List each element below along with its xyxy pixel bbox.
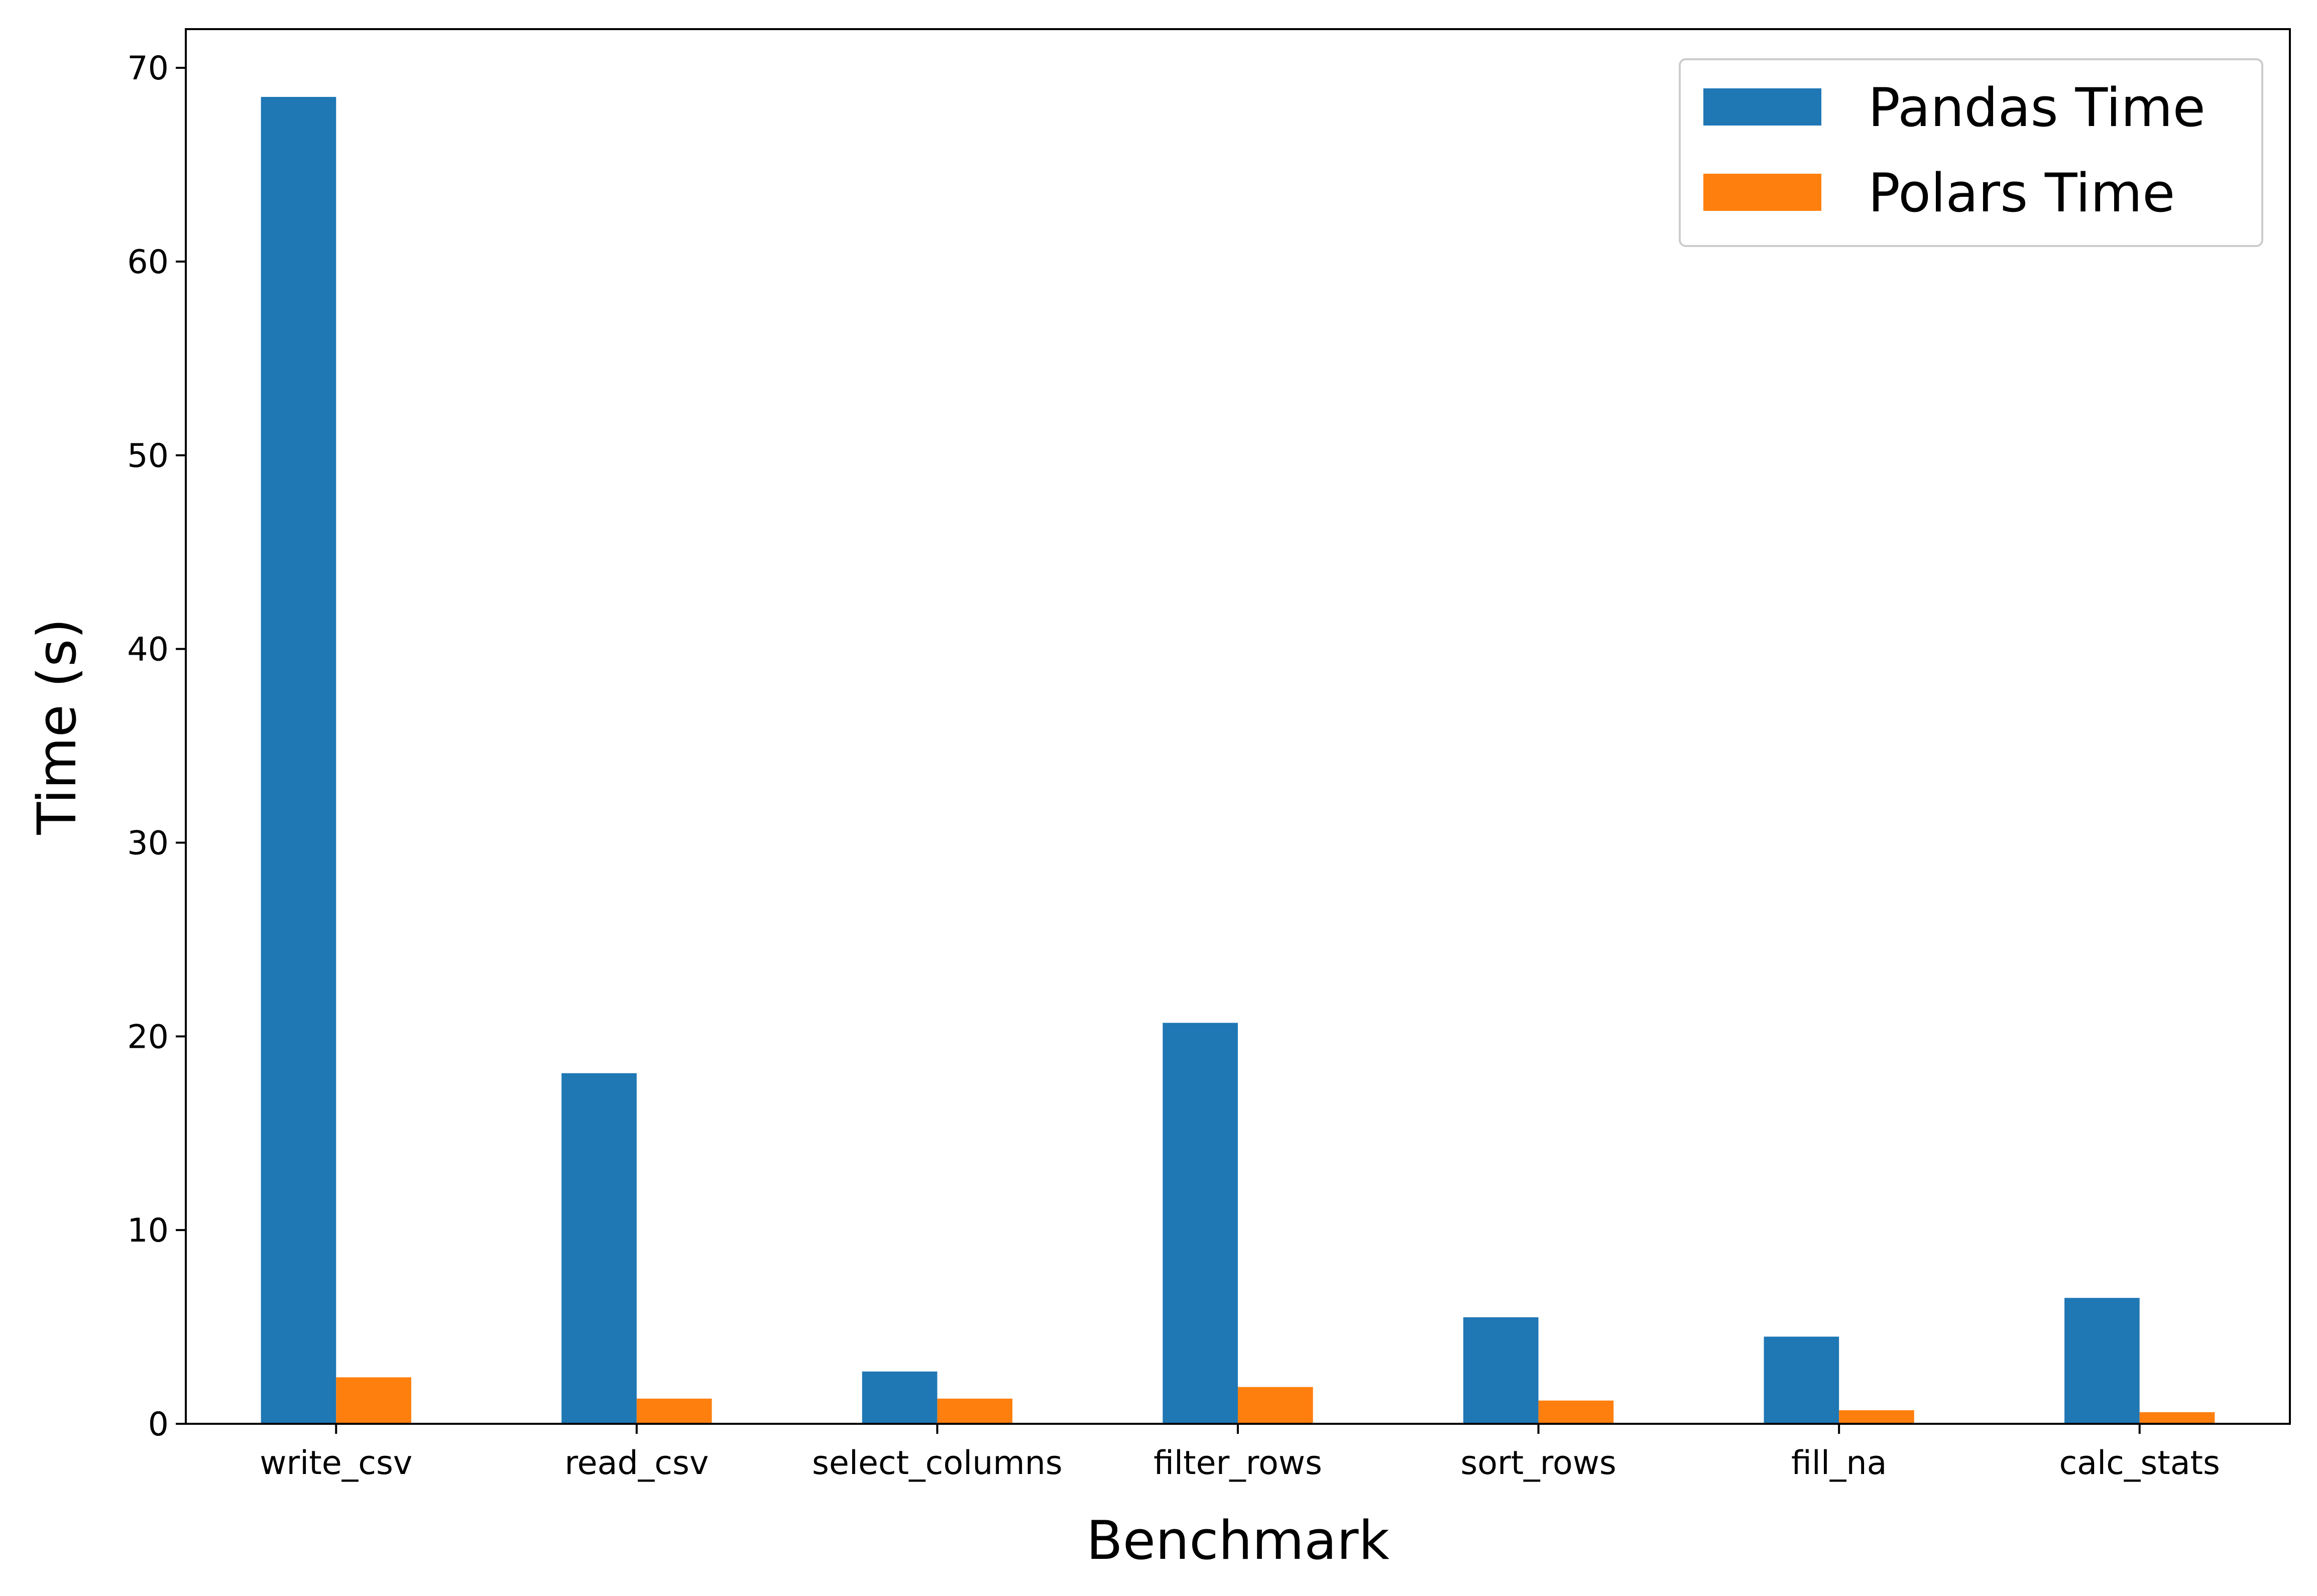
- y-tick-label: 30: [127, 825, 169, 863]
- x-axis: write_csv read_csv select_columns filter_ro…: [260, 1424, 2220, 1482]
- plot-frame: [185, 28, 2291, 1425]
- y-tick-label: 60: [127, 243, 169, 281]
- y-axis-title: Time (s): [26, 618, 88, 835]
- x-tick-label: filter_rows: [1153, 1444, 1322, 1482]
- legend-box: [1679, 58, 2263, 247]
- bar-pandas-calc_stats: [2064, 1298, 2140, 1424]
- y-tick-label: 70: [127, 50, 169, 87]
- x-tick-label: sort_rows: [1460, 1444, 1616, 1482]
- bar-pandas-sort_rows: [1463, 1317, 1539, 1424]
- y-tick-label: 40: [127, 631, 169, 669]
- legend-swatch: [1703, 88, 1821, 126]
- bar-polars-select_columns: [937, 1398, 1013, 1424]
- x-axis-title: Benchmark: [1086, 1510, 1389, 1571]
- x-tick-label: select_columns: [812, 1444, 1063, 1482]
- legend-label: Pandas Time: [1868, 77, 2206, 139]
- x-tick-label: read_csv: [564, 1444, 709, 1482]
- bar-polars-read_csv: [636, 1398, 712, 1424]
- y-tick-label: 0: [148, 1406, 169, 1443]
- legend-swatch: [1703, 174, 1821, 211]
- legend-label: Polars Time: [1868, 162, 2175, 224]
- bar-polars-write_csv: [336, 1377, 411, 1424]
- bar-pandas-read_csv: [561, 1073, 637, 1424]
- y-tick-label: 20: [127, 1018, 169, 1056]
- bar-pandas-write_csv: [261, 97, 336, 1424]
- y-tick-label: 50: [127, 437, 169, 475]
- legend: Pandas Time Polars Time: [1679, 58, 2263, 247]
- x-tick-label: fill_na: [1791, 1444, 1887, 1482]
- bar-pandas-filter_rows: [1163, 1023, 1238, 1424]
- bar-polars-calc_stats: [2139, 1412, 2215, 1424]
- bar-pandas-fill_na: [1764, 1336, 1839, 1424]
- y-tick-label: 10: [127, 1212, 169, 1250]
- x-tick-label: write_csv: [260, 1444, 412, 1482]
- bar-polars-fill_na: [1839, 1410, 1914, 1424]
- bar-pandas-select_columns: [862, 1371, 938, 1424]
- bar-polars-sort_rows: [1538, 1400, 1614, 1424]
- bars-layer: [261, 97, 2215, 1424]
- y-axis: 0 10 20 30 40 50 60 70: [127, 50, 186, 1443]
- x-tick-label: calc_stats: [2059, 1444, 2220, 1482]
- bar-polars-filter_rows: [1238, 1387, 1313, 1424]
